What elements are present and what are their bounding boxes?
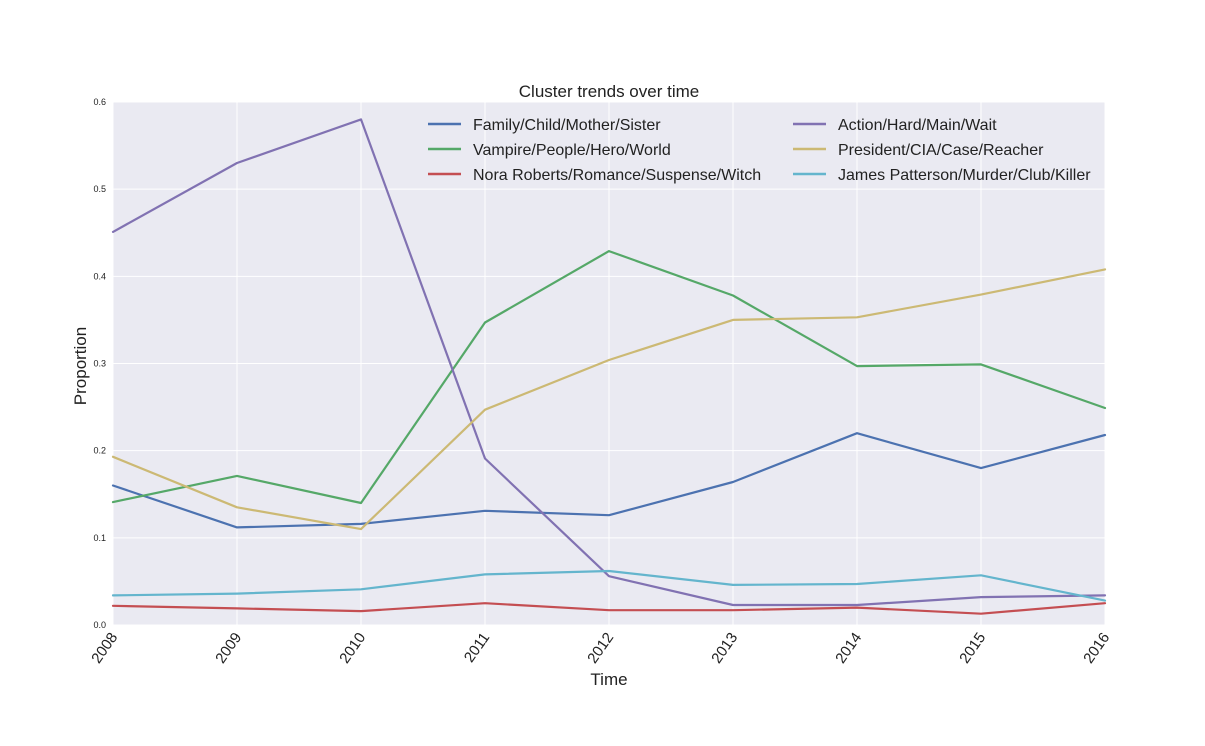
legend-label: James Patterson/Murder/Club/Killer [838, 167, 1091, 184]
legend-label: President/CIA/Case/Reacher [838, 142, 1044, 159]
x-tick-label: 2014 [832, 630, 865, 667]
x-tick-label: 2013 [708, 630, 741, 667]
series-line [111, 569, 1107, 602]
x-axis-label: Time [590, 670, 627, 689]
y-tick-label: 0.5 [93, 184, 106, 194]
chart-title: Cluster trends over time [519, 82, 699, 101]
series-line [111, 268, 1107, 531]
x-tick-label: 2012 [584, 630, 617, 667]
x-tick-label: 2009 [212, 630, 245, 667]
legend-label: Family/Child/Mother/Sister [473, 117, 661, 134]
x-tick-label: 2008 [88, 630, 121, 667]
x-tick-label: 2016 [1080, 630, 1113, 667]
y-tick-label: 0.2 [93, 446, 106, 456]
y-tick-label: 0.4 [93, 271, 106, 281]
y-tick-label: 0.1 [93, 533, 106, 543]
y-tick-label: 0.6 [93, 97, 106, 107]
y-tick-label: 0.0 [93, 620, 106, 630]
x-tick-label: 2011 [461, 630, 493, 666]
x-tick-label: 2010 [336, 630, 369, 667]
series-line [111, 250, 1107, 505]
series-lines [111, 118, 1107, 615]
y-tick-label: 0.3 [93, 359, 106, 369]
legend-label: Action/Hard/Main/Wait [838, 117, 997, 134]
legend-label: Nora Roberts/Romance/Suspense/Witch [473, 167, 761, 184]
x-tick-label: 2015 [956, 630, 989, 667]
y-axis-label: Proportion [71, 327, 90, 405]
x-tick-labels: 2008 2009 2010 2011 2012 2013 2014 2015 2016 [88, 630, 1113, 667]
series-line [111, 602, 1107, 615]
series-line [111, 118, 1107, 607]
series-line [111, 432, 1107, 529]
legend: Family/Child/Mother/Sister Vampire/People… [428, 117, 1091, 184]
legend-label: Vampire/People/Hero/World [473, 142, 671, 159]
y-tick-labels: 0.0 0.1 0.2 0.3 0.4 0.5 0.6 [93, 97, 106, 630]
